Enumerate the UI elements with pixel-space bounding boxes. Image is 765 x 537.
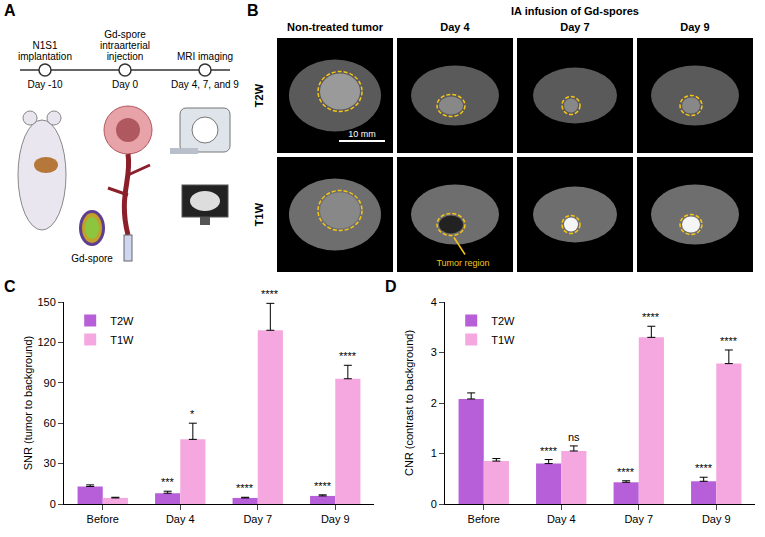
svg-text:Day 9: Day 9 xyxy=(680,21,709,33)
svg-text:T1W: T1W xyxy=(253,202,265,226)
svg-text:Non-treated tumor: Non-treated tumor xyxy=(287,21,384,33)
svg-text:Day 4: Day 4 xyxy=(440,21,470,33)
svg-text:****: **** xyxy=(314,480,332,492)
svg-text:150: 150 xyxy=(37,296,55,308)
svg-text:90: 90 xyxy=(44,377,56,389)
svg-text:****: **** xyxy=(642,311,660,323)
svg-text:4: 4 xyxy=(431,296,437,308)
svg-text:3: 3 xyxy=(431,346,437,358)
svg-text:T2W: T2W xyxy=(491,315,515,327)
svg-text:T2W: T2W xyxy=(253,83,265,107)
html-text:C: C xyxy=(4,278,16,295)
svg-text:****: **** xyxy=(540,445,558,457)
svg-text:120: 120 xyxy=(37,336,55,348)
svg-text:0: 0 xyxy=(50,498,56,510)
svg-text:2: 2 xyxy=(431,397,437,409)
svg-text:SNR (tumor to background): SNR (tumor to background) xyxy=(22,336,34,471)
svg-text:T2W: T2W xyxy=(110,315,134,327)
svg-text:****: **** xyxy=(261,288,279,300)
svg-text:Before: Before xyxy=(468,513,500,525)
svg-text:A: A xyxy=(4,2,16,19)
svg-text:Tumor region: Tumor region xyxy=(436,258,489,268)
svg-text:Before: Before xyxy=(87,513,119,525)
svg-text:10 mm: 10 mm xyxy=(348,129,376,139)
svg-text:T1W: T1W xyxy=(110,334,134,346)
svg-text:intraarterial: intraarterial xyxy=(100,40,150,51)
svg-text:N1S1: N1S1 xyxy=(32,40,57,51)
svg-text:Day 4: Day 4 xyxy=(166,513,195,525)
svg-text:Gd-spore: Gd-spore xyxy=(71,253,113,264)
svg-text:60: 60 xyxy=(44,417,56,429)
svg-text:0: 0 xyxy=(431,498,437,510)
svg-text:Day 7: Day 7 xyxy=(560,21,589,33)
svg-text:MRI imaging: MRI imaging xyxy=(177,51,233,62)
svg-text:Day 9: Day 9 xyxy=(702,513,731,525)
svg-text:*: * xyxy=(190,408,195,420)
svg-text:injection: injection xyxy=(107,51,144,62)
svg-text:Day -10: Day -10 xyxy=(27,79,62,90)
svg-text:Day 7: Day 7 xyxy=(624,513,653,525)
svg-text:****: **** xyxy=(236,482,254,494)
html-text:D: D xyxy=(385,278,397,295)
svg-text:Gd-spore: Gd-spore xyxy=(104,29,146,40)
svg-text:****: **** xyxy=(617,466,635,478)
svg-text:implantation: implantation xyxy=(18,51,72,62)
svg-text:30: 30 xyxy=(44,457,56,469)
svg-text:CNR (contrast to background): CNR (contrast to background) xyxy=(403,330,415,476)
svg-text:Day 4: Day 4 xyxy=(547,513,576,525)
svg-text:****: **** xyxy=(720,335,738,347)
svg-text:****: **** xyxy=(695,462,713,474)
svg-text:Day 4, 7, and 9: Day 4, 7, and 9 xyxy=(171,79,239,90)
svg-text:***: *** xyxy=(161,476,175,488)
svg-text:T1W: T1W xyxy=(491,334,515,346)
svg-text:IA infusion of Gd-spores: IA infusion of Gd-spores xyxy=(511,5,639,17)
svg-text:Day 9: Day 9 xyxy=(321,513,350,525)
svg-text:****: **** xyxy=(339,350,357,362)
svg-text:ns: ns xyxy=(568,431,580,443)
svg-text:Day 0: Day 0 xyxy=(112,79,139,90)
svg-text:Day 7: Day 7 xyxy=(243,513,272,525)
svg-text:1: 1 xyxy=(431,447,437,459)
svg-text:B: B xyxy=(247,2,259,19)
